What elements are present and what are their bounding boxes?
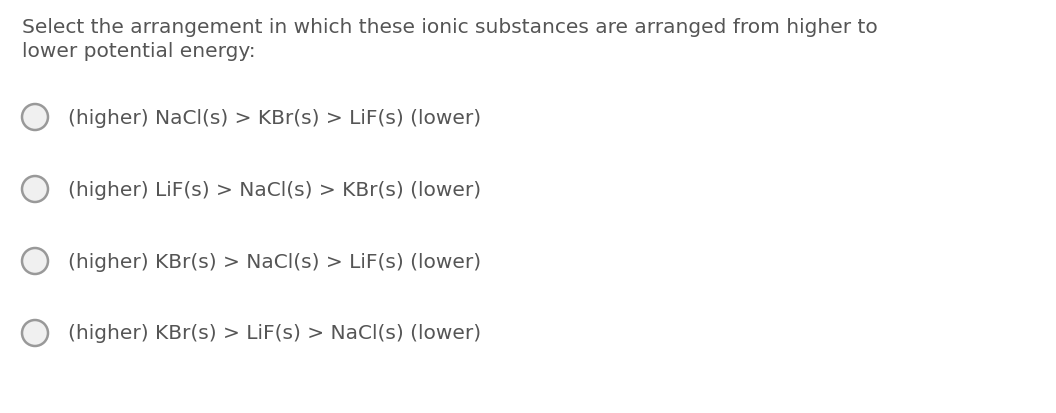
Ellipse shape bbox=[22, 105, 48, 131]
Ellipse shape bbox=[22, 177, 48, 202]
Text: (higher) KBr(s) > NaCl(s) > LiF(s) (lower): (higher) KBr(s) > NaCl(s) > LiF(s) (lowe… bbox=[68, 252, 482, 271]
Ellipse shape bbox=[22, 320, 48, 346]
Ellipse shape bbox=[22, 248, 48, 274]
Text: lower potential energy:: lower potential energy: bbox=[22, 42, 256, 61]
Text: (higher) LiF(s) > NaCl(s) > KBr(s) (lower): (higher) LiF(s) > NaCl(s) > KBr(s) (lowe… bbox=[68, 180, 482, 199]
Text: (higher) NaCl(s) > KBr(s) > LiF(s) (lower): (higher) NaCl(s) > KBr(s) > LiF(s) (lowe… bbox=[68, 108, 482, 127]
Text: Select the arrangement in which these ionic substances are arranged from higher : Select the arrangement in which these io… bbox=[22, 18, 878, 37]
Text: (higher) KBr(s) > LiF(s) > NaCl(s) (lower): (higher) KBr(s) > LiF(s) > NaCl(s) (lowe… bbox=[68, 324, 482, 343]
